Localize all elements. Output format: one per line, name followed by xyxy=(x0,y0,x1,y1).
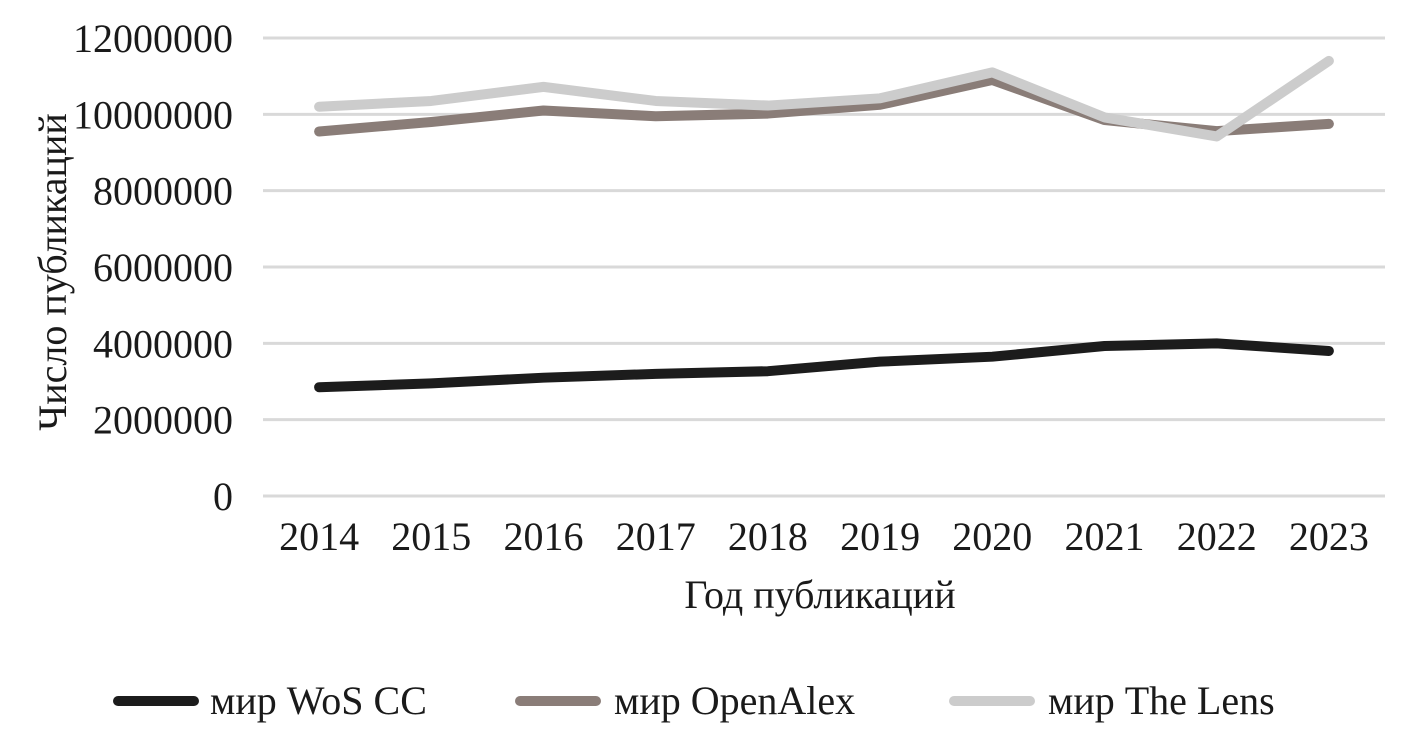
x-tick-label: 2017 xyxy=(616,514,696,559)
y-tick-label: 4000000 xyxy=(93,321,233,366)
series-line-3 xyxy=(314,55,1334,142)
x-tick-label: 2023 xyxy=(1289,514,1369,559)
legend: мир WoS CC мир OpenAlex мир The Lens xyxy=(113,678,1275,723)
x-tick-label: 2015 xyxy=(391,514,471,559)
y-axis-title: Число публикаций xyxy=(30,113,75,431)
x-tick-label: 2022 xyxy=(1177,514,1257,559)
x-tick-label: 2016 xyxy=(504,514,584,559)
y-axis-ticks: 0 2000000 4000000 6000000 8000000 10000000 120… xyxy=(73,16,233,519)
x-tick-label: 2021 xyxy=(1065,514,1145,559)
y-tick-label: 10000000 xyxy=(73,92,233,137)
legend-item: мир OpenAlex xyxy=(515,678,855,723)
x-axis-ticks: 2014 2015 2016 2017 2018 2019 2020 2021 2022 2023 xyxy=(279,514,1369,559)
y-tick-label: 8000000 xyxy=(93,169,233,214)
y-tick-label: 0 xyxy=(213,474,233,519)
grid-layer xyxy=(263,36,1385,498)
x-tick-label: 2019 xyxy=(840,514,920,559)
series-layer xyxy=(314,55,1334,393)
x-tick-label: 2020 xyxy=(952,514,1032,559)
legend-item: мир WoS CC xyxy=(113,678,427,723)
y-tick-label: 6000000 xyxy=(93,245,233,290)
legend-item: мир The Lens xyxy=(949,678,1275,723)
legend-label: мир OpenAlex xyxy=(614,678,855,723)
x-axis-title: Год публикаций xyxy=(684,572,955,617)
y-tick-label: 2000000 xyxy=(93,398,233,443)
series-line-1 xyxy=(314,338,1334,393)
legend-label: мир The Lens xyxy=(1048,678,1275,723)
x-tick-label: 2014 xyxy=(279,514,359,559)
legend-label: мир WoS CC xyxy=(210,678,427,723)
y-tick-label: 12000000 xyxy=(73,16,233,61)
x-tick-label: 2018 xyxy=(728,514,808,559)
